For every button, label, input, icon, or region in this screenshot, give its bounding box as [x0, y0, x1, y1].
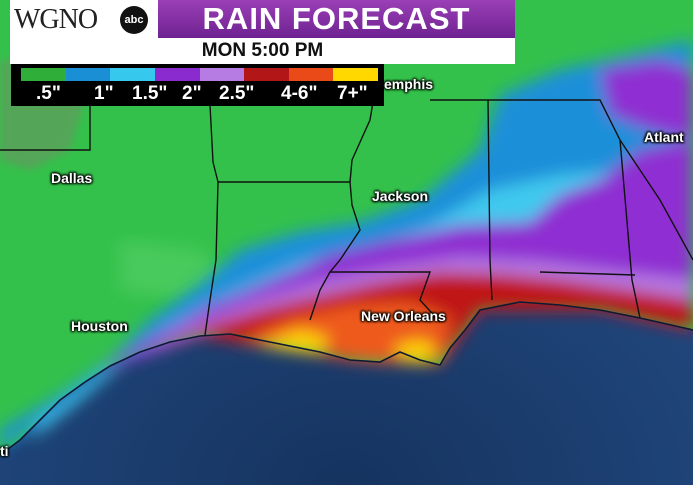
legend-label-1.5in: 1.5" — [132, 83, 168, 104]
coastline — [0, 301, 693, 456]
rainfall-legend: .5" 1" 1.5" 2" 2.5" 4-6" 7+" — [11, 64, 384, 106]
legend-swatch-4 — [199, 68, 245, 81]
legend-swatch-5 — [244, 68, 289, 81]
city-label-corpus-christi: ti — [0, 443, 9, 459]
legend-swatch-2 — [110, 68, 155, 81]
city-label-new-orleans: New Orleans — [361, 308, 446, 324]
rain-band-7in-plus-east — [395, 340, 440, 362]
state-borders — [0, 59, 693, 336]
city-label-memphis: emphis — [384, 76, 434, 92]
abc-network-badge: abc — [120, 6, 148, 34]
forecast-header: WGNO abc RAIN FORECAST MON 5:00 PM — [10, 0, 515, 64]
legend-label-2.5in: 2.5" — [219, 83, 255, 104]
legend-swatch-7 — [333, 68, 378, 81]
rain-band-7in-plus — [260, 330, 330, 352]
time-banner: MON 5:00 PM — [10, 38, 515, 64]
legend-label-0.5in: .5" — [36, 83, 61, 104]
city-label-atlanta: Atlant — [644, 129, 684, 145]
rain-band-1in — [0, 40, 693, 450]
legend-label-7in-plus: 7+" — [337, 83, 368, 104]
station-logo-text: WGNO — [14, 4, 98, 35]
legend-swatch-0 — [21, 68, 66, 81]
legend-swatch-6 — [288, 68, 334, 81]
forecast-title: RAIN FORECAST — [202, 1, 471, 36]
legend-swatch-1 — [65, 68, 111, 81]
rain-band-2in-north — [600, 60, 693, 140]
city-label-dallas: Dallas — [51, 170, 93, 186]
legend-label-4-6in: 4-6" — [281, 83, 318, 104]
title-banner: RAIN FORECAST — [158, 0, 515, 38]
legend-label-1in: 1" — [94, 83, 114, 104]
station-logo: WGNO abc — [10, 0, 158, 38]
legend-label-2in: 2" — [182, 83, 202, 104]
forecast-time: MON 5:00 PM — [201, 40, 324, 61]
city-label-jackson: Jackson — [372, 188, 429, 204]
legend-swatch-3 — [154, 68, 200, 81]
legend-color-scale — [21, 68, 378, 81]
city-label-houston: Houston — [71, 318, 128, 334]
